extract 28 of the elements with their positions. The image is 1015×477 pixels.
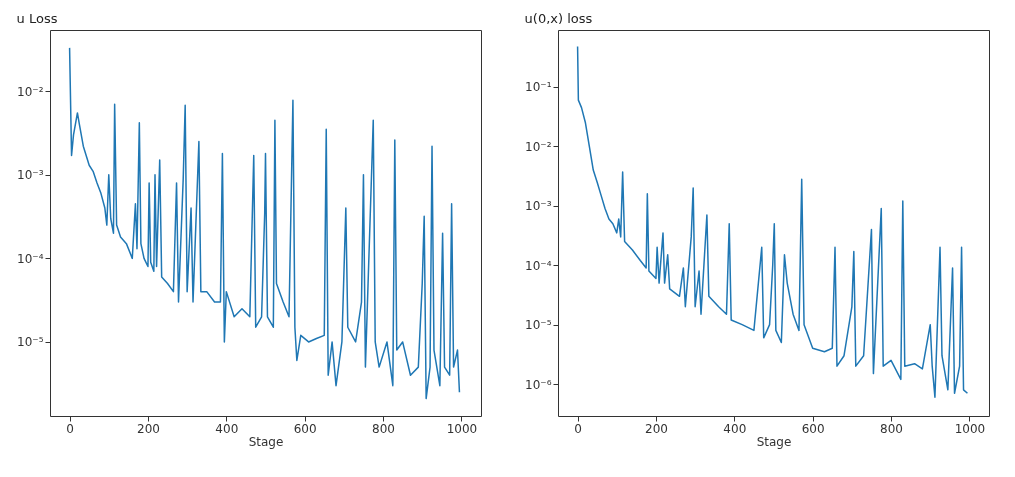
y-tick-label: 10⁻⁵ [525,318,552,333]
chart-title: u(0,x) loss [524,11,593,26]
y-tick-label: 10⁻³ [525,199,552,214]
x-axis-title: Stage [756,434,792,449]
x-tick-label: 0 [574,421,582,436]
y-tick-label: 10⁻⁴ [525,258,552,273]
y-tick-label: 10⁻⁶ [525,377,552,392]
x-axis-title: Stage [248,434,284,449]
line-series [68,47,461,400]
y-tick-label: 10⁻¹ [525,80,552,95]
y-tick-label: 10⁻⁴ [17,251,44,266]
x-tick-label: 1000 [446,421,478,436]
y-tick-label: 10⁻⁵ [17,335,44,350]
x-tick-label: 400 [215,421,239,436]
x-tick-label: 1000 [954,421,986,436]
chart-title: u Loss [16,11,58,26]
x-tick-label: 800 [880,421,903,436]
x-tick-label: 600 [293,421,317,436]
x-tick-label: 400 [723,421,747,436]
line-series [576,45,969,398]
x-tick-label: 200 [645,421,668,436]
x-tick-label: 0 [66,421,74,436]
x-tick-label: 200 [137,421,160,436]
y-tick-label: 10⁻² [525,139,552,154]
y-tick-label: 10⁻³ [17,168,44,183]
x-tick-label: 600 [801,421,825,436]
x-tick-label: 800 [372,421,395,436]
y-tick-label: 10⁻² [17,84,44,99]
